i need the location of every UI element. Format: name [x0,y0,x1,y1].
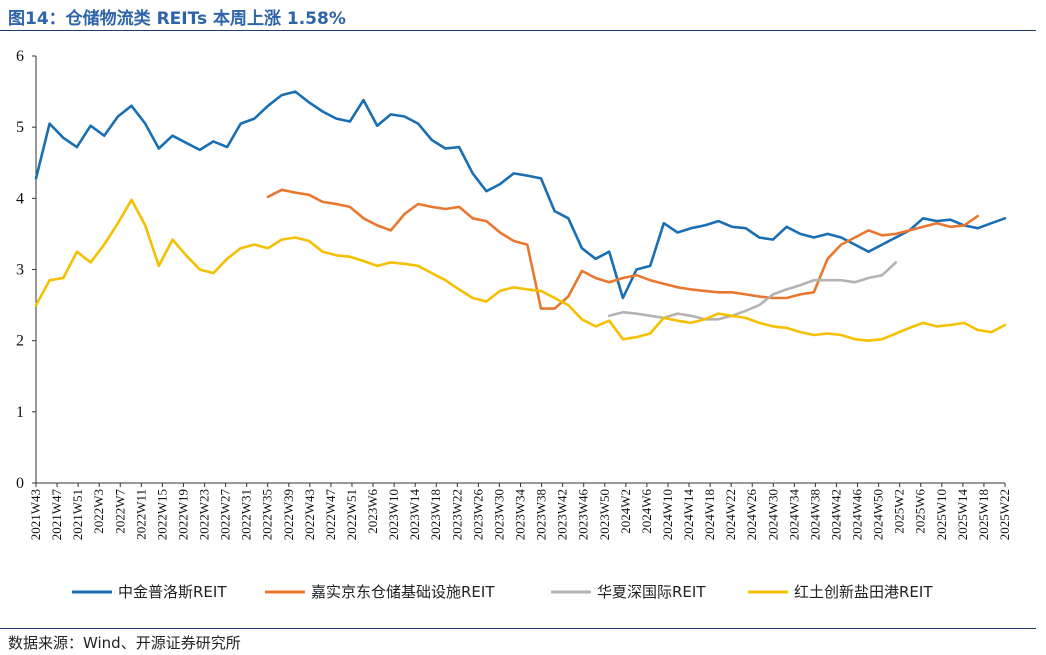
y-tick-label: 4 [16,190,24,207]
x-tick-label: 2024W2 [618,489,633,534]
x-tick-label: 2025W22 [997,489,1012,540]
legend-label: 红土创新盐田港REIT [794,583,933,601]
x-tick-label: 2023W10 [386,489,401,540]
x-tick-label: 2022W43 [302,489,317,540]
line-chart: 0 1 2 3 4 5 6 2021W43 2021W47 2021W51 2022W3 2022W7… [16,48,1012,601]
y-tick-label: 3 [16,262,24,279]
series-line-1 [34,90,1007,300]
x-tick-label: 2021W43 [28,489,43,540]
x-tick-label: 2023W6 [365,489,380,534]
x-tick-label: 2024W6 [639,489,654,534]
x-tick-label: 2024W46 [850,489,865,541]
chart-title: 图14：仓储物流类 REITs 本周上涨 1.58% [8,9,346,29]
x-tick-label: 2023W34 [513,489,528,541]
legend-label: 中金普洛斯REIT [118,583,227,601]
x-tick-label: 2022W39 [281,489,296,540]
x-tick-label: 2024W18 [702,489,717,540]
x-tick-label: 2024W10 [660,489,675,540]
chart-axes: 0 1 2 3 4 5 6 2021W43 2021W47 2021W51 2022W3 2022W7… [16,48,1012,540]
x-tick-label: 2023W30 [491,489,506,540]
y-tick-label: 5 [16,119,24,136]
x-tick-label: 2022W3 [91,489,106,534]
chart-legend: 中金普洛斯REIT 嘉实京东仓储基础设施REIT 华夏深国际REIT 红土创新盐田港R… [72,583,933,601]
x-tick-label: 2022W31 [239,489,254,540]
x-tick-label: 2022W7 [112,489,127,534]
x-tick-label: 2023W22 [449,489,464,540]
series-line-2 [266,188,980,310]
x-tick-label: 2024W34 [786,489,801,541]
x-tick-label: 2021W47 [49,489,64,541]
y-tick-label: 1 [16,404,24,421]
x-tick-label: 2024W14 [681,489,696,541]
y-tick-label: 0 [16,475,24,492]
x-tick-label: 2024W26 [744,489,759,541]
x-tick-label: 2023W14 [407,489,422,541]
x-tick-label: 2024W50 [871,489,886,540]
x-tick-label: 2025W2 [892,489,907,534]
x-tick-label: 2022W47 [323,489,338,541]
x-tick-label: 2022W27 [218,489,233,541]
x-tick-label: 2022W11 [133,489,148,540]
x-tick-label: 2023W38 [534,489,549,540]
x-tick-label: 2022W35 [260,489,275,540]
x-tick-label: 2024W22 [723,489,738,540]
x-tick-label: 2023W46 [576,489,591,541]
x-tick-label: 2025W14 [955,489,970,541]
x-tick-label: 2023W26 [470,489,485,541]
x-tick-label: 2021W51 [70,489,85,540]
legend-label: 嘉实京东仓储基础设施REIT [311,583,495,601]
chart-series [34,90,1007,343]
x-tick-label: 2022W19 [175,489,190,540]
x-tick-label: 2023W50 [597,489,612,540]
y-tick-label: 2 [16,333,24,350]
y-tick-label: 6 [16,48,24,65]
series-line-3 [607,261,898,321]
x-tick-label: 2025W6 [913,489,928,534]
x-tick-label: 2025W10 [934,489,949,540]
x-tick-label: 2022W15 [154,489,169,540]
x-tick-label: 2024W38 [807,489,822,540]
x-tick-label: 2024W30 [765,489,780,540]
x-tick-label: 2022W51 [344,489,359,540]
x-tick-label: 2023W42 [555,489,570,540]
x-tick-label: 2022W23 [197,489,212,540]
top-divider [0,30,1036,31]
series-line-4 [34,198,1007,343]
x-tick-label: 2025W18 [976,489,991,540]
bottom-divider [0,628,1036,629]
legend-label: 华夏深国际REIT [597,583,706,601]
data-source-note: 数据来源：Wind、开源证券研究所 [8,634,241,652]
x-tick-label: 2024W42 [828,489,843,540]
x-tick-label: 2023W18 [428,489,443,540]
